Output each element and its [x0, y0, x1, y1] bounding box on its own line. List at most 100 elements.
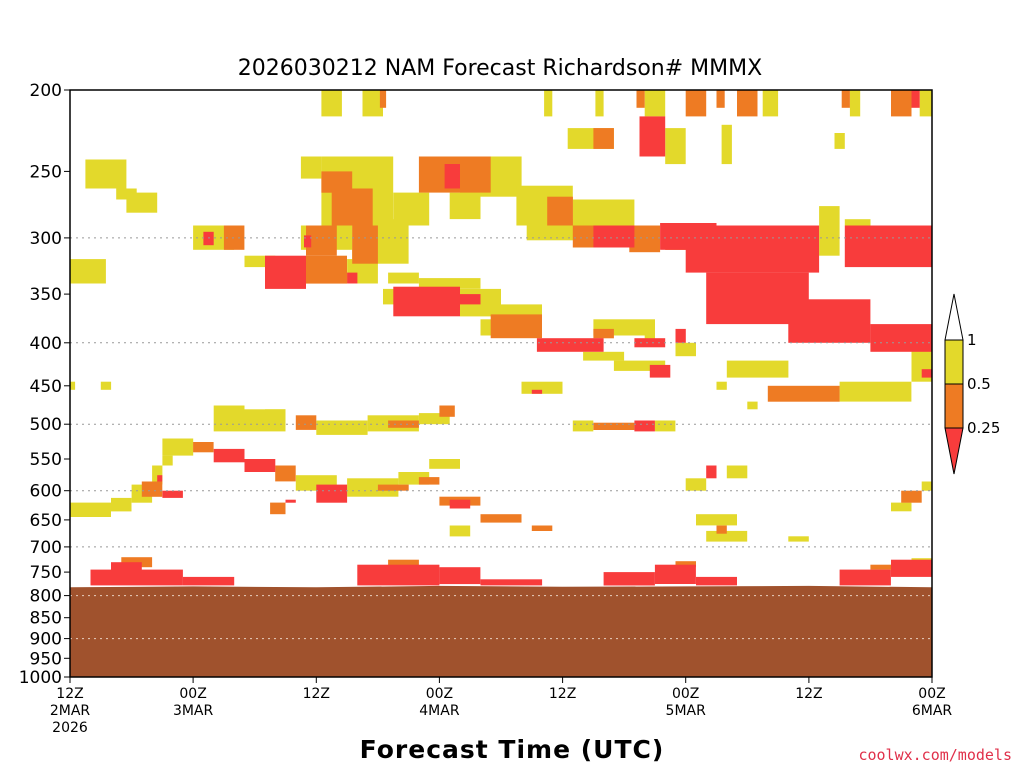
ri-cell-red — [870, 324, 932, 352]
ri-cell-yellow — [544, 90, 553, 117]
ri-cell-red — [536, 338, 604, 352]
ri-cell-orange — [901, 490, 922, 503]
ri-cell-yellow — [418, 278, 481, 289]
ri-cell-yellow — [654, 420, 676, 432]
ri-cell-orange — [675, 561, 696, 568]
ri-cell-yellow — [70, 259, 106, 284]
legend-swatch-yellow — [944, 339, 964, 385]
ri-cell-orange — [439, 405, 455, 417]
xtick-label: 00Z — [426, 686, 453, 702]
legend-bottom-arrow — [944, 427, 964, 475]
ri-cell-red — [685, 225, 820, 273]
ri-cell-yellow — [721, 124, 732, 165]
ri-cell-red — [460, 294, 481, 305]
ri-cell-yellow — [762, 90, 779, 117]
ri-cell-yellow — [300, 156, 322, 179]
ri-cell-red — [162, 490, 183, 498]
ri-cell-yellow — [449, 192, 481, 220]
ri-cell-yellow — [572, 420, 594, 432]
ri-cell-yellow — [819, 225, 840, 256]
ri-cell-orange — [331, 188, 373, 226]
ri-cell-red — [182, 576, 235, 586]
legend-label: 1 — [967, 331, 977, 349]
ri-cell-yellow — [665, 128, 686, 165]
ri-cell-orange — [379, 90, 387, 108]
ytick-label: 500 — [30, 415, 62, 435]
ytick-label: 850 — [30, 609, 62, 629]
legend-swatch-orange — [944, 383, 964, 429]
ri-cell-red — [839, 569, 891, 586]
ri-cell-red — [203, 231, 214, 246]
ri-cell-orange — [418, 477, 440, 485]
ri-cell-yellow — [921, 481, 932, 491]
ri-cell-yellow — [716, 381, 727, 390]
ri-cell-red — [654, 564, 696, 584]
ri-cell-red — [480, 579, 543, 586]
ri-cell-orange — [629, 225, 661, 253]
ri-cell-orange — [891, 90, 912, 117]
ri-cell-yellow — [706, 530, 748, 542]
ri-cell-red — [111, 562, 142, 573]
ri-cell-orange — [767, 385, 840, 402]
ytick-label: 800 — [30, 587, 62, 607]
ytick-label: 700 — [30, 538, 62, 558]
ri-cell-red — [844, 225, 932, 268]
ri-cell-yellow — [844, 219, 871, 226]
xtick-label: 6MAR — [912, 703, 953, 719]
ri-cell-orange — [193, 442, 214, 453]
color-legend: 1 0.5 0.25 — [944, 293, 1000, 475]
ri-cell-red — [285, 499, 296, 503]
ytick-label: 900 — [30, 630, 62, 650]
ri-cell-orange — [306, 255, 347, 284]
ytick-label: 750 — [30, 563, 62, 583]
ground-terrain — [70, 585, 932, 677]
ri-cell-orange — [685, 90, 707, 117]
ri-cell-orange — [295, 415, 317, 430]
chart-title: 2026030212 NAM Forecast Richardson# MMMX — [238, 56, 762, 81]
ri-cell-yellow — [162, 455, 173, 466]
ri-cell-yellow — [583, 351, 625, 361]
ri-cell-red — [449, 499, 471, 509]
ri-cell-yellow — [747, 401, 758, 410]
ri-cell-yellow — [418, 413, 450, 425]
credit-link[interactable]: coolwx.com/models — [858, 746, 1012, 764]
ri-cell-yellow — [726, 465, 748, 479]
legend-label: 0.5 — [967, 375, 991, 393]
plot-frame — [69, 89, 933, 678]
ri-cell-orange — [531, 525, 553, 531]
ri-cell-orange — [593, 128, 614, 149]
ri-cell-yellow — [265, 409, 286, 417]
ri-cell-red — [634, 420, 655, 432]
ytick-label: 550 — [30, 450, 62, 470]
ri-cell-yellow — [696, 514, 737, 526]
ri-cell-red — [675, 328, 686, 343]
ri-cell-red — [891, 559, 932, 577]
xtick-label: 2MAR — [50, 703, 91, 719]
ri-cell-red — [639, 116, 666, 157]
ri-cell-yellow — [685, 478, 707, 491]
ri-cell-yellow — [362, 90, 383, 117]
ri-cell-red — [157, 475, 163, 482]
ri-cell-yellow — [321, 90, 342, 117]
ri-cell-red — [304, 235, 312, 248]
ri-cell-yellow — [726, 360, 789, 378]
ri-cell-red — [90, 569, 183, 586]
ri-cell-yellow — [834, 133, 845, 149]
ri-cell-yellow — [347, 478, 399, 497]
ri-cell-red — [439, 567, 481, 585]
ri-cell-red — [213, 448, 245, 463]
ri-cell-orange — [593, 422, 635, 430]
ri-cell-orange — [870, 564, 902, 570]
xtick-label: 00Z — [179, 686, 206, 702]
ri-cell-yellow — [152, 465, 163, 485]
legend-top-arrow — [944, 293, 964, 341]
ri-cell-yellow — [644, 324, 655, 343]
ri-cell-yellow — [919, 90, 932, 117]
ytick-label: 250 — [30, 162, 62, 182]
ri-cell-red — [706, 465, 717, 479]
ri-cell-yellow — [449, 525, 471, 537]
ri-cell-red — [603, 572, 655, 586]
ri-cell-orange — [388, 420, 419, 428]
ri-cell-red — [316, 484, 348, 503]
